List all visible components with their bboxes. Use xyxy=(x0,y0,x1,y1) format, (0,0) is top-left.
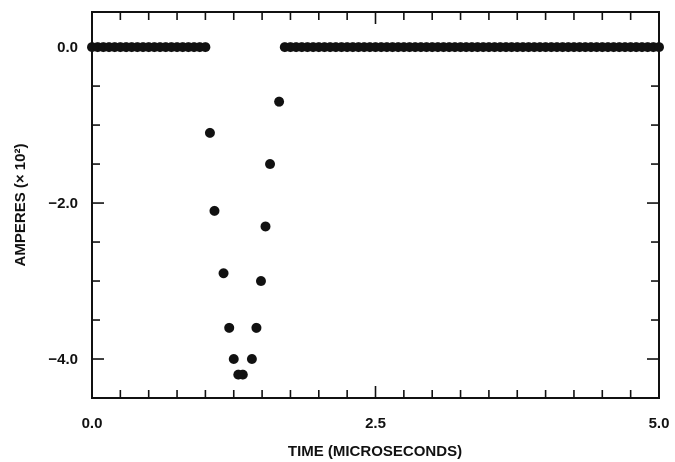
data-point xyxy=(237,369,248,380)
y-tick-label: −2.0 xyxy=(48,195,78,212)
data-point xyxy=(209,205,220,216)
data-point xyxy=(265,159,276,170)
data-point xyxy=(255,276,266,287)
x-tick-label: 0.0 xyxy=(82,415,103,432)
data-point xyxy=(246,354,257,365)
y-tick-label: −4.0 xyxy=(48,351,78,368)
data-point xyxy=(274,96,285,107)
x-axis-title: TIME (MICROSECONDS) xyxy=(288,443,462,460)
data-point xyxy=(200,42,211,53)
data-point xyxy=(204,127,215,138)
plot-frame xyxy=(91,11,660,399)
data-point xyxy=(228,354,239,365)
x-tick-label: 5.0 xyxy=(649,415,670,432)
y-tick-label: 0.0 xyxy=(57,39,78,56)
points-layer xyxy=(87,42,664,380)
data-point xyxy=(251,322,262,333)
data-point xyxy=(224,322,235,333)
data-point xyxy=(260,221,271,232)
x-tick-label: 2.5 xyxy=(365,415,386,432)
data-point xyxy=(654,42,664,53)
y-axis-title: AMPERES (× 10²) xyxy=(12,144,29,267)
ticks-layer xyxy=(91,12,660,399)
labels-layer: 0.0 2.5 5.0 0.0 −2.0 −4.0 xyxy=(48,39,669,432)
data-point xyxy=(218,268,229,279)
